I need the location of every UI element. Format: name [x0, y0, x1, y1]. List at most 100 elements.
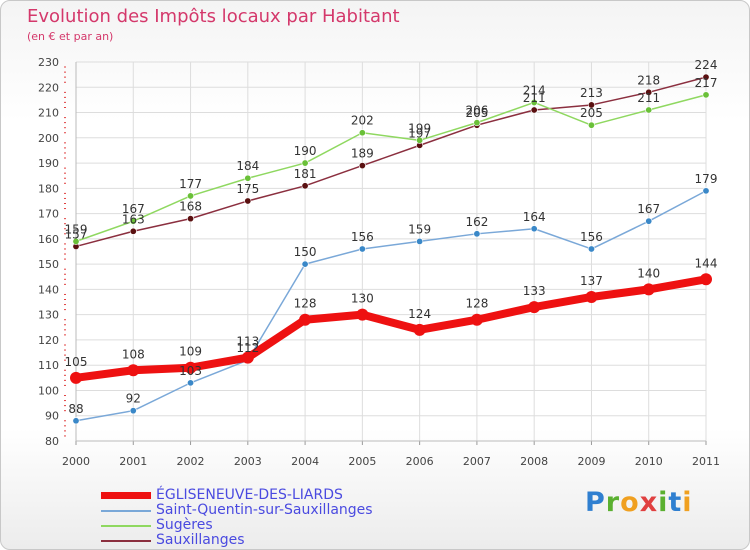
y-tick-label: 90: [45, 410, 59, 423]
data-label: 133: [523, 284, 546, 298]
data-point: [470, 313, 483, 326]
data-point: [356, 308, 369, 321]
logo-letter: i: [682, 487, 693, 518]
data-label: 214: [523, 83, 546, 97]
data-label: 144: [695, 256, 718, 270]
chart-title: Evolution des Impôts locaux par Habitant: [27, 6, 400, 27]
data-label: 179: [695, 172, 718, 186]
legend-label: Sugères: [156, 517, 213, 533]
y-tick-label: 130: [38, 309, 59, 322]
data-label: 181: [294, 167, 317, 181]
data-point: [416, 237, 424, 245]
x-tick-label: 2004: [291, 455, 319, 468]
x-tick-label: 2002: [177, 455, 205, 468]
data-point: [702, 187, 710, 195]
data-point: [585, 290, 598, 303]
data-label: 224: [695, 58, 718, 72]
series-line: [75, 190, 707, 422]
data-label: 164: [523, 210, 546, 224]
legend-label: Sauxillanges: [156, 532, 245, 548]
data-point: [129, 227, 137, 235]
y-tick-label: 110: [38, 359, 59, 372]
x-tick-label: 2011: [692, 455, 720, 468]
data-point: [358, 129, 366, 137]
y-tick-label: 210: [38, 107, 59, 120]
y-tick-label: 190: [38, 157, 59, 170]
x-tick-label: 2008: [520, 455, 548, 468]
x-tick-label: 2006: [406, 455, 434, 468]
series-line: [75, 94, 707, 243]
data-label: 108: [122, 347, 145, 361]
data-label: 159: [65, 222, 88, 236]
x-tick-label: 2000: [62, 455, 90, 468]
data-point: [244, 174, 252, 182]
data-label: 162: [465, 215, 488, 229]
y-tick-label: 180: [38, 182, 59, 195]
data-label: 105: [65, 355, 88, 369]
data-labels: 157 163 168 175 181 189 197 205 211 213 218 224 159 1…: [65, 58, 718, 416]
proxiti-logo: Proxiti: [585, 487, 693, 518]
data-point: [587, 101, 595, 109]
data-label: 156: [351, 230, 374, 244]
data-label: 88: [68, 402, 83, 416]
data-point: [413, 323, 426, 336]
data-label: 157: [65, 227, 88, 241]
data-point: [129, 217, 137, 225]
legend-swatch: [101, 510, 151, 512]
data-point: [530, 225, 538, 233]
logo-letter: o: [620, 487, 640, 518]
data-point: [301, 260, 309, 268]
data-point: [244, 197, 252, 205]
data-label: 156: [580, 230, 603, 244]
x-tick-label: 2001: [119, 455, 147, 468]
y-tick-label: 200: [38, 132, 59, 145]
data-label: 92: [126, 392, 141, 406]
data-label: 184: [236, 159, 259, 173]
y-tick-label: 120: [38, 334, 59, 347]
data-point: [587, 121, 595, 129]
grid-lines: [75, 61, 707, 442]
data-label: 168: [179, 200, 202, 214]
y-tick-label: 80: [45, 435, 59, 448]
data-label: 112: [236, 341, 259, 355]
data-label: 109: [179, 345, 202, 359]
data-point: [187, 192, 195, 200]
data-label: 103: [179, 364, 202, 378]
y-tick-label: 160: [38, 233, 59, 246]
data-label: 167: [122, 202, 145, 216]
y-tick-label: 150: [38, 258, 59, 271]
data-point: [528, 301, 541, 314]
x-tick-label: 2010: [635, 455, 663, 468]
y-tick-label: 170: [38, 208, 59, 221]
data-point: [642, 283, 655, 296]
data-label: 211: [523, 91, 546, 105]
data-label: 205: [465, 106, 488, 120]
y-tick-label: 100: [38, 384, 59, 397]
data-point: [301, 182, 309, 190]
data-point: [358, 162, 366, 170]
x-tick-label: 2003: [234, 455, 262, 468]
data-label: 128: [465, 297, 488, 311]
series-line: [72, 275, 710, 382]
data-label: 177: [179, 177, 202, 191]
data-point: [645, 88, 653, 96]
legend-label: Saint-Quentin-sur-Sauxillanges: [156, 502, 373, 518]
x-tick-label: 2009: [577, 455, 605, 468]
data-point: [301, 159, 309, 167]
axes: 8090100110120130140150160170180190200210…: [38, 56, 720, 468]
data-label: 205: [580, 106, 603, 120]
data-point: [645, 217, 653, 225]
data-label: 137: [580, 274, 603, 288]
data-point: [587, 245, 595, 253]
data-label: 124: [408, 307, 431, 321]
data-label: 213: [580, 86, 603, 100]
data-point: [645, 106, 653, 114]
series-lines: [70, 73, 712, 425]
data-point: [299, 313, 312, 326]
data-label: 211: [637, 91, 660, 105]
legend-item-sauxillanges: Sauxillanges: [101, 533, 421, 548]
data-point: [473, 119, 481, 127]
data-label: 128: [294, 297, 317, 311]
data-point: [129, 407, 137, 415]
